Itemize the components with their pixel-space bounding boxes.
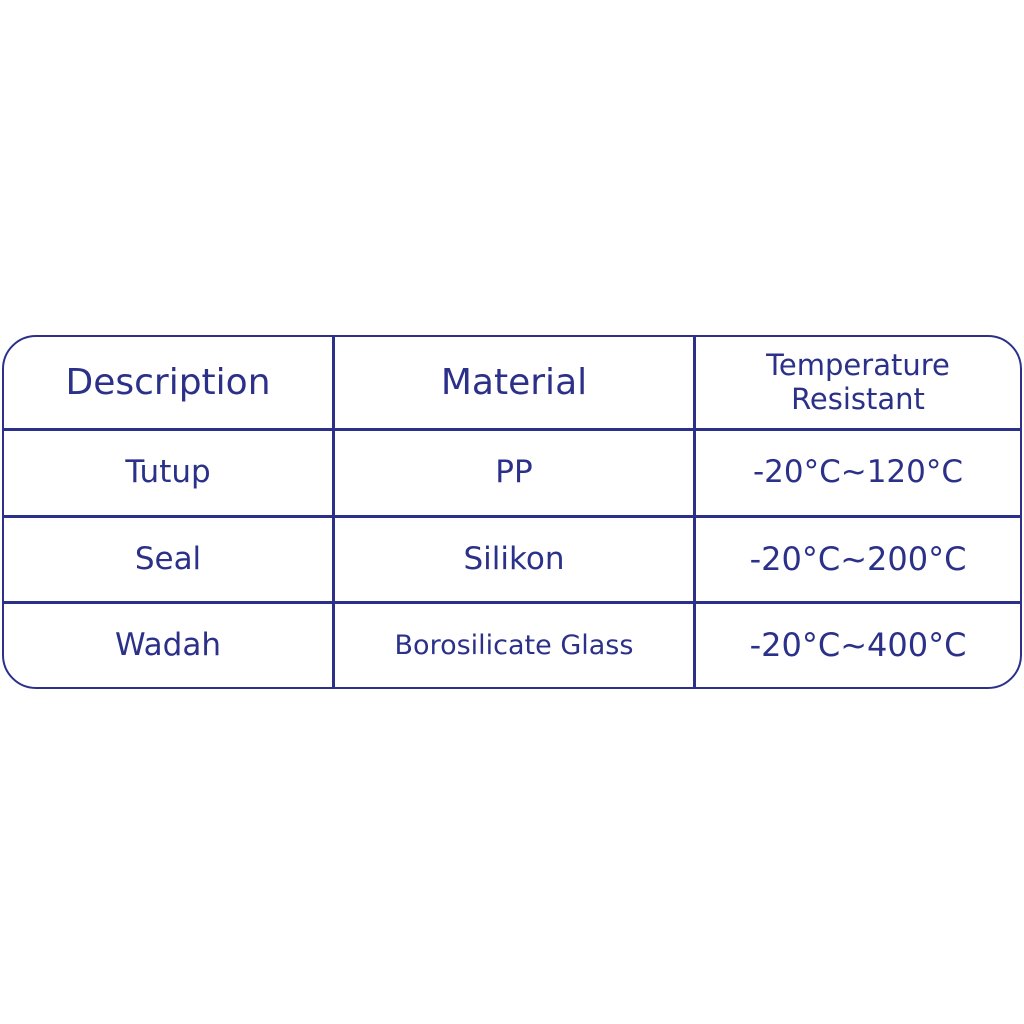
- cell-material: Silikon: [463, 540, 565, 577]
- cell-material: Borosilicate Glass: [394, 629, 634, 661]
- header-temperature-line1: Temperature: [766, 348, 950, 383]
- cell-description: Wadah: [115, 626, 221, 663]
- cell-description: Seal: [134, 540, 202, 577]
- material-table: Description Material Temperature Resista…: [2, 335, 1022, 689]
- row-divider: [4, 428, 1020, 431]
- header-description: Description: [65, 361, 271, 403]
- column-divider: [693, 337, 696, 687]
- header-temperature-line2: Resistant: [791, 381, 925, 416]
- cell-description: Tutup: [125, 454, 211, 491]
- row-divider: [4, 601, 1020, 604]
- column-divider: [332, 337, 335, 687]
- header-temperature-resistant: Temperature Resistant: [696, 337, 1020, 428]
- cell-material: PP: [495, 454, 533, 491]
- row-divider: [4, 515, 1020, 518]
- cell-temperature: -20°C~120°C: [752, 454, 964, 491]
- header-material: Material: [440, 361, 588, 403]
- cell-temperature: -20°C~200°C: [749, 540, 967, 579]
- cell-temperature: -20°C~400°C: [749, 626, 967, 665]
